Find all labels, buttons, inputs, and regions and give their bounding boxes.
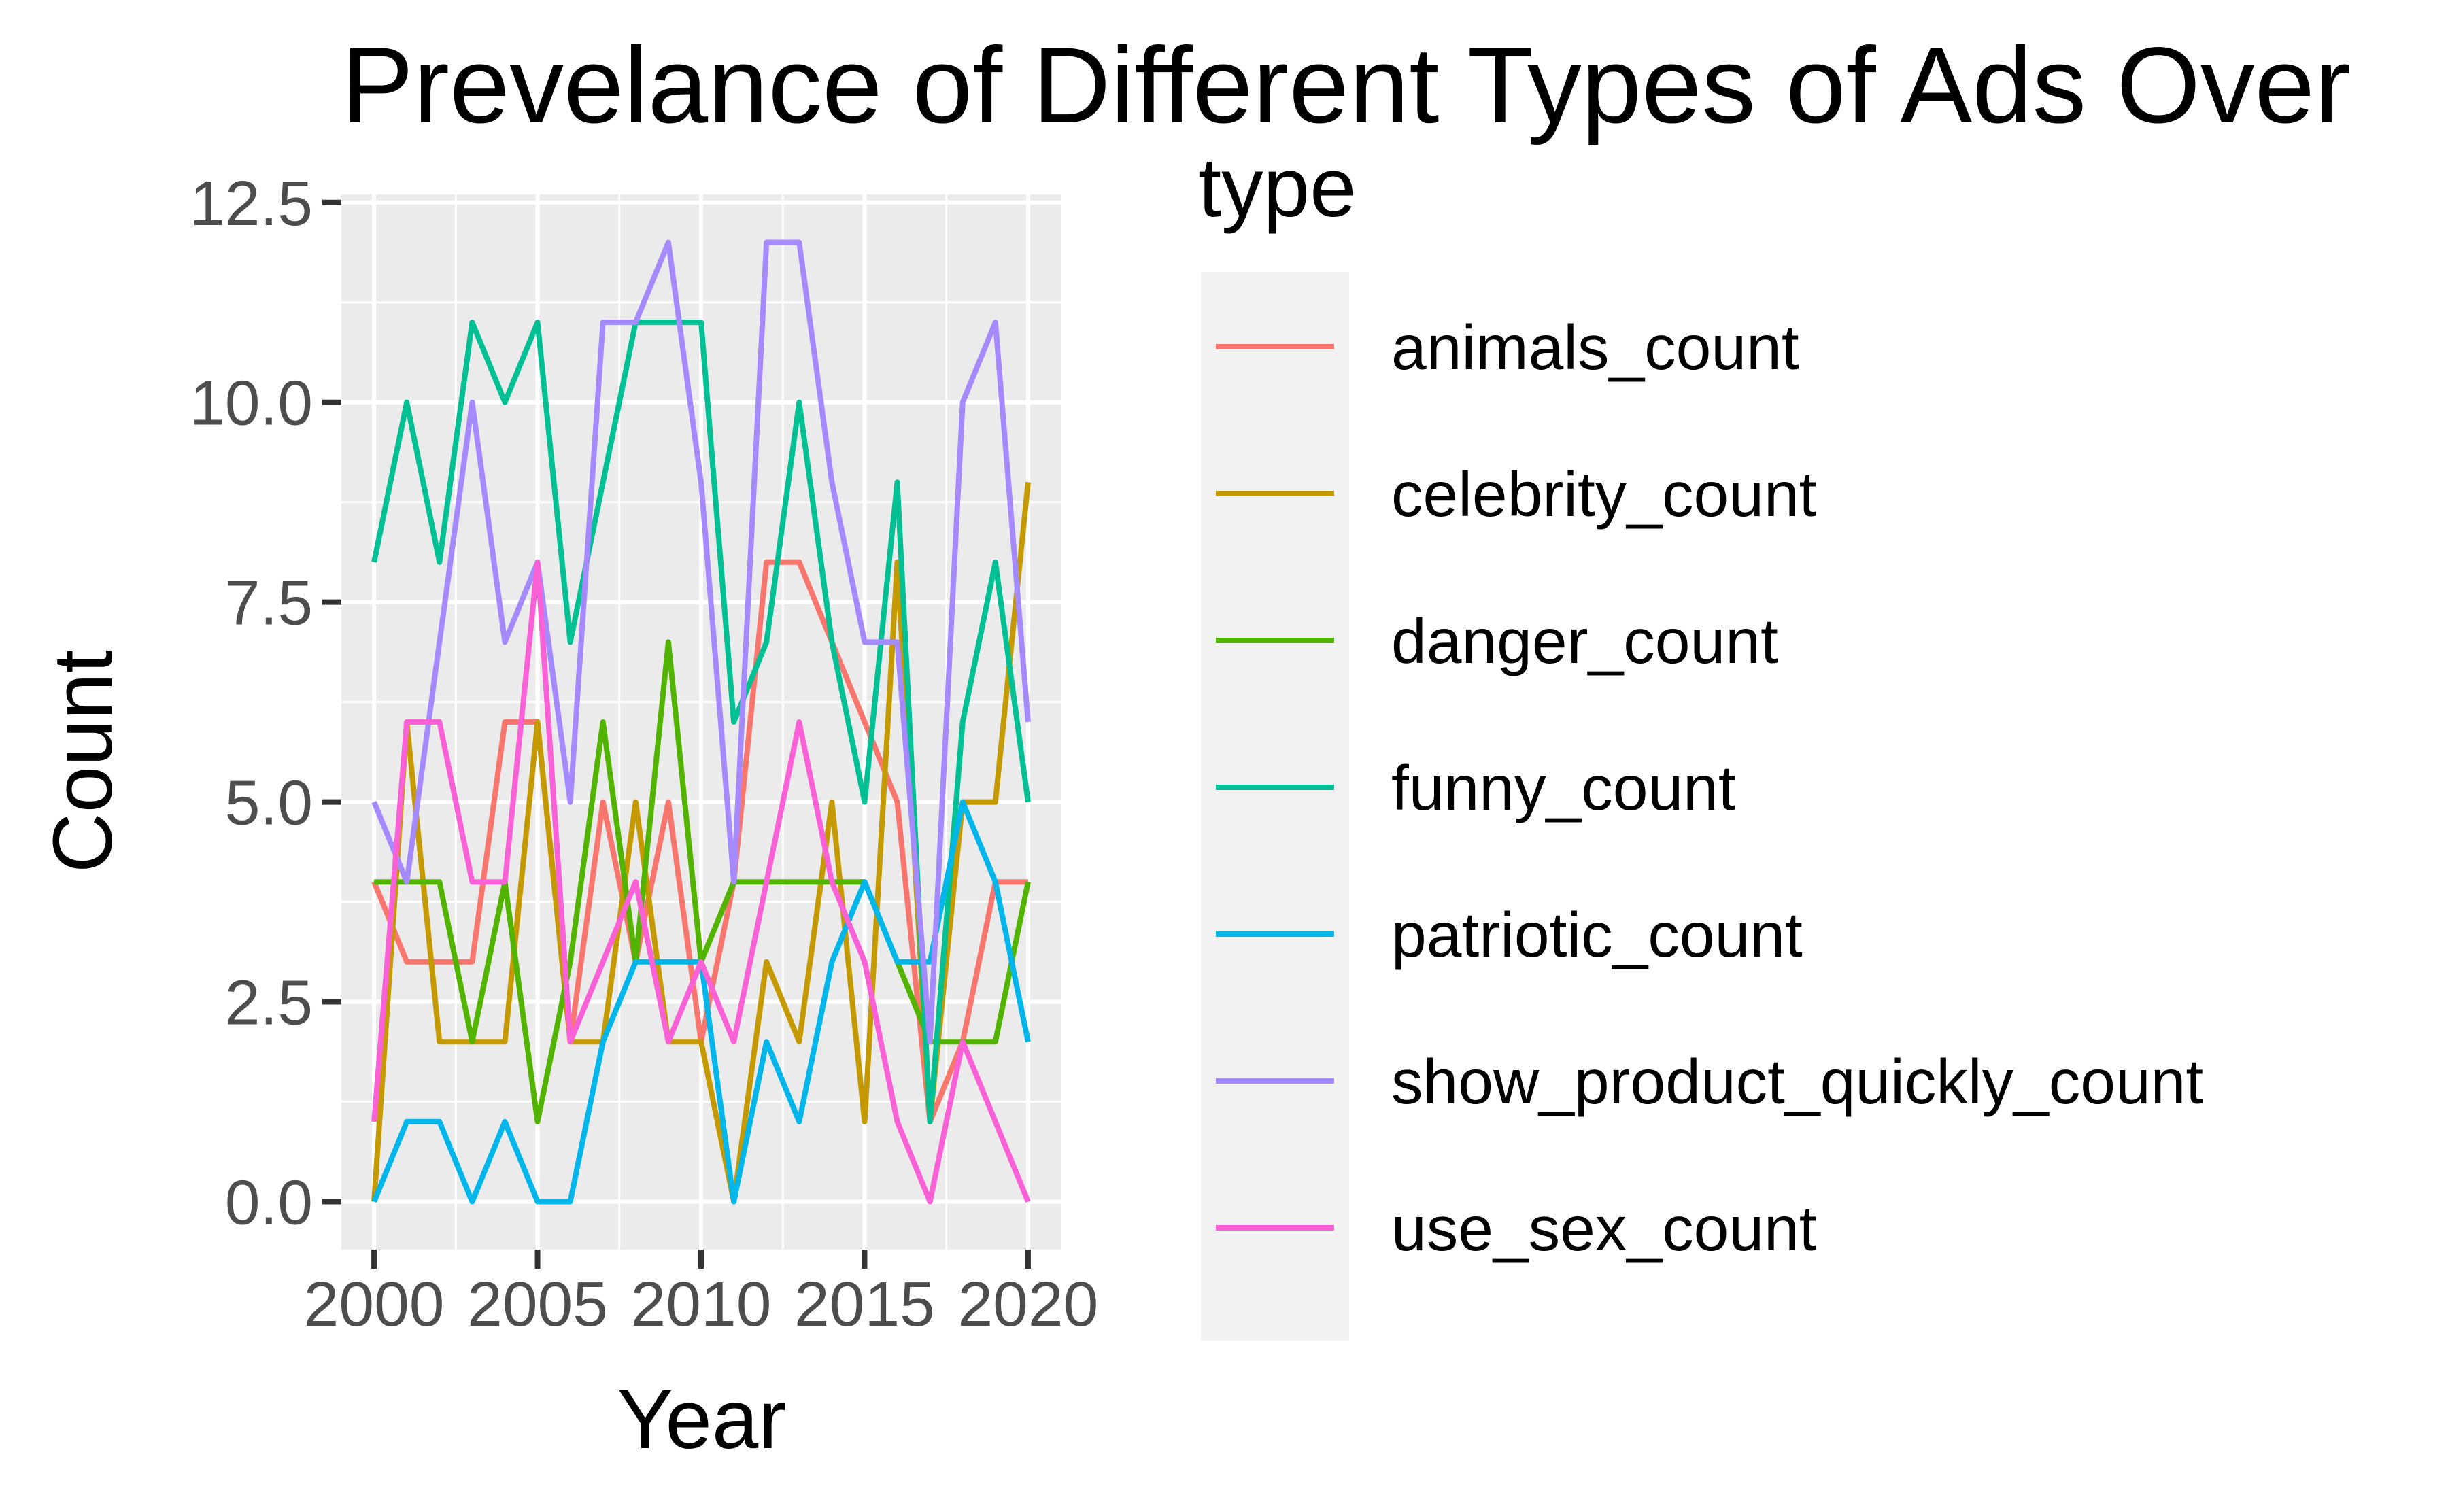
y-tick-label: 0.0 (225, 1167, 313, 1237)
x-tick-label: 2020 (957, 1269, 1098, 1339)
y-tick-label: 10.0 (190, 368, 313, 439)
legend-label: danger_count (1391, 606, 1778, 676)
y-tick-label: 7.5 (225, 568, 313, 638)
y-tick-label: 12.5 (190, 168, 313, 239)
legend-label: animals_count (1391, 312, 1799, 383)
x-tick-label: 2010 (631, 1269, 772, 1339)
plot-panel: 0.0 2.5 5.0 7.5 10.0 12.5 2000 2005 2010 2015 2020 (190, 168, 1098, 1339)
x-axis-title: Year (617, 1373, 787, 1466)
legend-label: show_product_quickly_count (1391, 1046, 2203, 1117)
x-tick-label: 2005 (467, 1269, 608, 1339)
chart-title: Prevelance of Different Types of Ads Ove… (341, 24, 2351, 145)
x-tick-label: 2015 (794, 1269, 935, 1339)
legend-label: celebrity_count (1391, 459, 1817, 530)
x-tick-label: 2000 (304, 1269, 445, 1339)
y-tick-label: 2.5 (225, 967, 313, 1038)
legend-title: type (1198, 141, 1357, 235)
series-line-show-product-quickly-count (371, 239, 1031, 1045)
legend-label: use_sex_count (1391, 1193, 1817, 1264)
y-axis-title: Count (37, 650, 130, 873)
legend-label: funny_count (1391, 753, 1736, 823)
series-line-use-sex-count (371, 559, 1031, 1205)
legend: type animals_count celebrity_count danger_… (1198, 141, 2203, 1341)
legend-label: patriotic_count (1391, 899, 1803, 970)
y-tick-label: 5.0 (225, 768, 313, 838)
legend-key-background (1201, 272, 1349, 1341)
